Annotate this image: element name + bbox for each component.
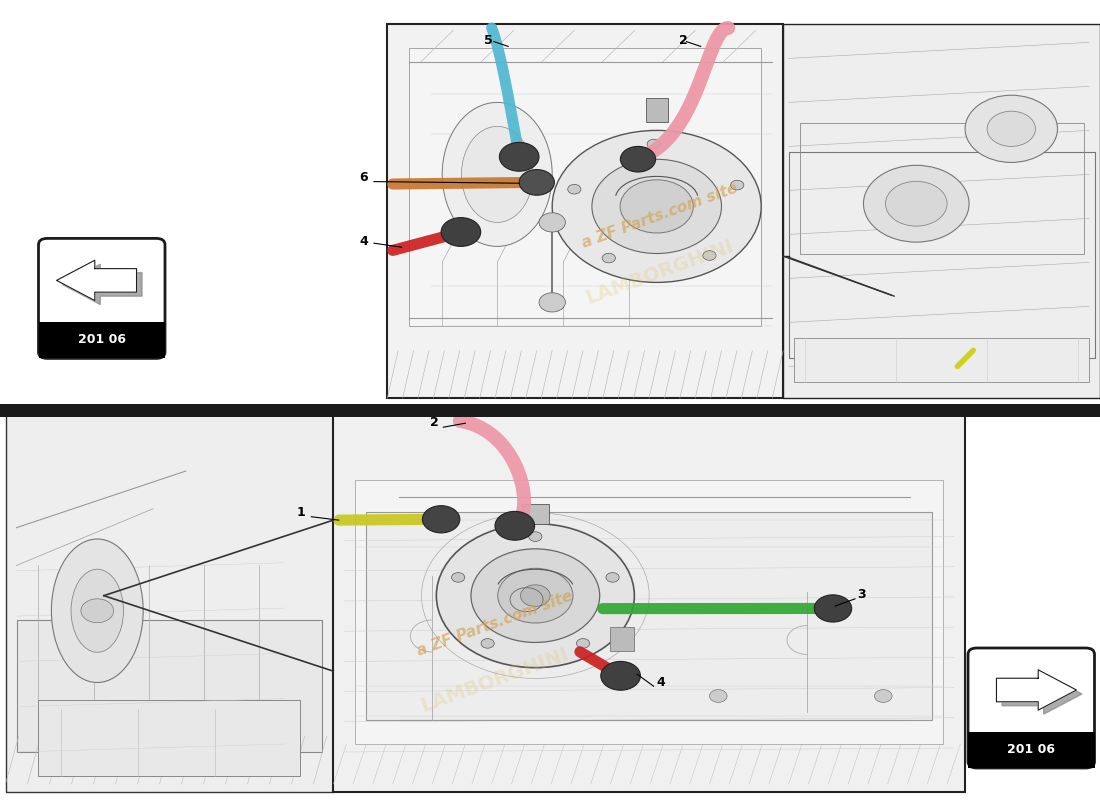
Polygon shape <box>997 670 1077 710</box>
Bar <box>968 732 1094 768</box>
Bar <box>39 322 165 358</box>
Circle shape <box>601 662 640 690</box>
Circle shape <box>519 170 554 195</box>
Bar <box>0 410 1100 800</box>
Circle shape <box>568 185 581 194</box>
Circle shape <box>602 254 615 263</box>
Text: 3: 3 <box>857 588 866 601</box>
Text: LAMBORGHINI: LAMBORGHINI <box>583 236 737 308</box>
Text: 6: 6 <box>360 170 368 184</box>
Circle shape <box>499 142 539 171</box>
Bar <box>366 512 932 720</box>
Circle shape <box>576 638 590 648</box>
Polygon shape <box>62 264 142 305</box>
Text: a ZF Parts.com site: a ZF Parts.com site <box>580 181 740 251</box>
Bar <box>16 620 322 752</box>
Circle shape <box>539 293 565 312</box>
Circle shape <box>886 182 947 226</box>
Text: 2: 2 <box>679 34 688 47</box>
Bar <box>0 0 1100 410</box>
Circle shape <box>471 549 600 642</box>
Circle shape <box>81 599 113 622</box>
Bar <box>0 404 1100 417</box>
Bar <box>800 123 1084 254</box>
Bar <box>522 504 549 524</box>
Circle shape <box>864 166 969 242</box>
Circle shape <box>495 511 535 540</box>
Bar <box>409 48 761 326</box>
Circle shape <box>606 573 619 582</box>
Text: LAMBORGHINI: LAMBORGHINI <box>418 644 572 716</box>
Circle shape <box>710 690 727 702</box>
Text: 5: 5 <box>484 34 493 47</box>
Text: 4: 4 <box>657 676 665 690</box>
Circle shape <box>481 638 494 648</box>
Bar <box>646 98 668 122</box>
Text: 201 06: 201 06 <box>78 333 125 346</box>
Circle shape <box>620 180 693 233</box>
Circle shape <box>539 213 565 232</box>
Ellipse shape <box>442 102 552 246</box>
FancyBboxPatch shape <box>39 238 165 358</box>
Circle shape <box>437 524 635 668</box>
Bar <box>355 480 943 744</box>
Circle shape <box>730 180 744 190</box>
Text: 2: 2 <box>430 416 439 430</box>
Circle shape <box>422 506 460 533</box>
Circle shape <box>647 139 660 149</box>
Circle shape <box>522 586 540 598</box>
Circle shape <box>552 130 761 282</box>
Circle shape <box>987 111 1035 146</box>
Circle shape <box>620 146 656 172</box>
Circle shape <box>814 595 851 622</box>
Ellipse shape <box>72 570 123 652</box>
Circle shape <box>497 568 573 623</box>
Circle shape <box>441 218 481 246</box>
Bar <box>794 338 1089 382</box>
Circle shape <box>451 573 464 582</box>
Bar <box>783 24 1100 398</box>
Circle shape <box>703 250 716 260</box>
Bar <box>333 414 965 792</box>
Circle shape <box>965 95 1057 162</box>
Ellipse shape <box>52 539 143 682</box>
Text: 1: 1 <box>297 506 306 519</box>
Bar <box>387 24 783 398</box>
Bar <box>39 701 300 776</box>
Circle shape <box>529 532 542 542</box>
Bar <box>789 153 1094 358</box>
Text: a ZF Parts.com site: a ZF Parts.com site <box>415 589 575 659</box>
FancyBboxPatch shape <box>968 648 1094 768</box>
Text: 201 06: 201 06 <box>1008 742 1055 756</box>
Ellipse shape <box>461 126 532 222</box>
Circle shape <box>520 585 550 606</box>
Circle shape <box>874 690 892 702</box>
Text: 4: 4 <box>360 235 368 248</box>
Polygon shape <box>56 260 136 301</box>
Polygon shape <box>1002 674 1082 714</box>
Bar <box>6 414 333 792</box>
Bar <box>609 627 634 651</box>
Circle shape <box>592 159 722 254</box>
